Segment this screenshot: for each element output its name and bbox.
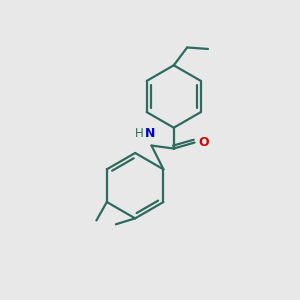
- Text: H: H: [135, 127, 143, 140]
- Text: N: N: [145, 127, 155, 140]
- Text: O: O: [198, 136, 209, 149]
